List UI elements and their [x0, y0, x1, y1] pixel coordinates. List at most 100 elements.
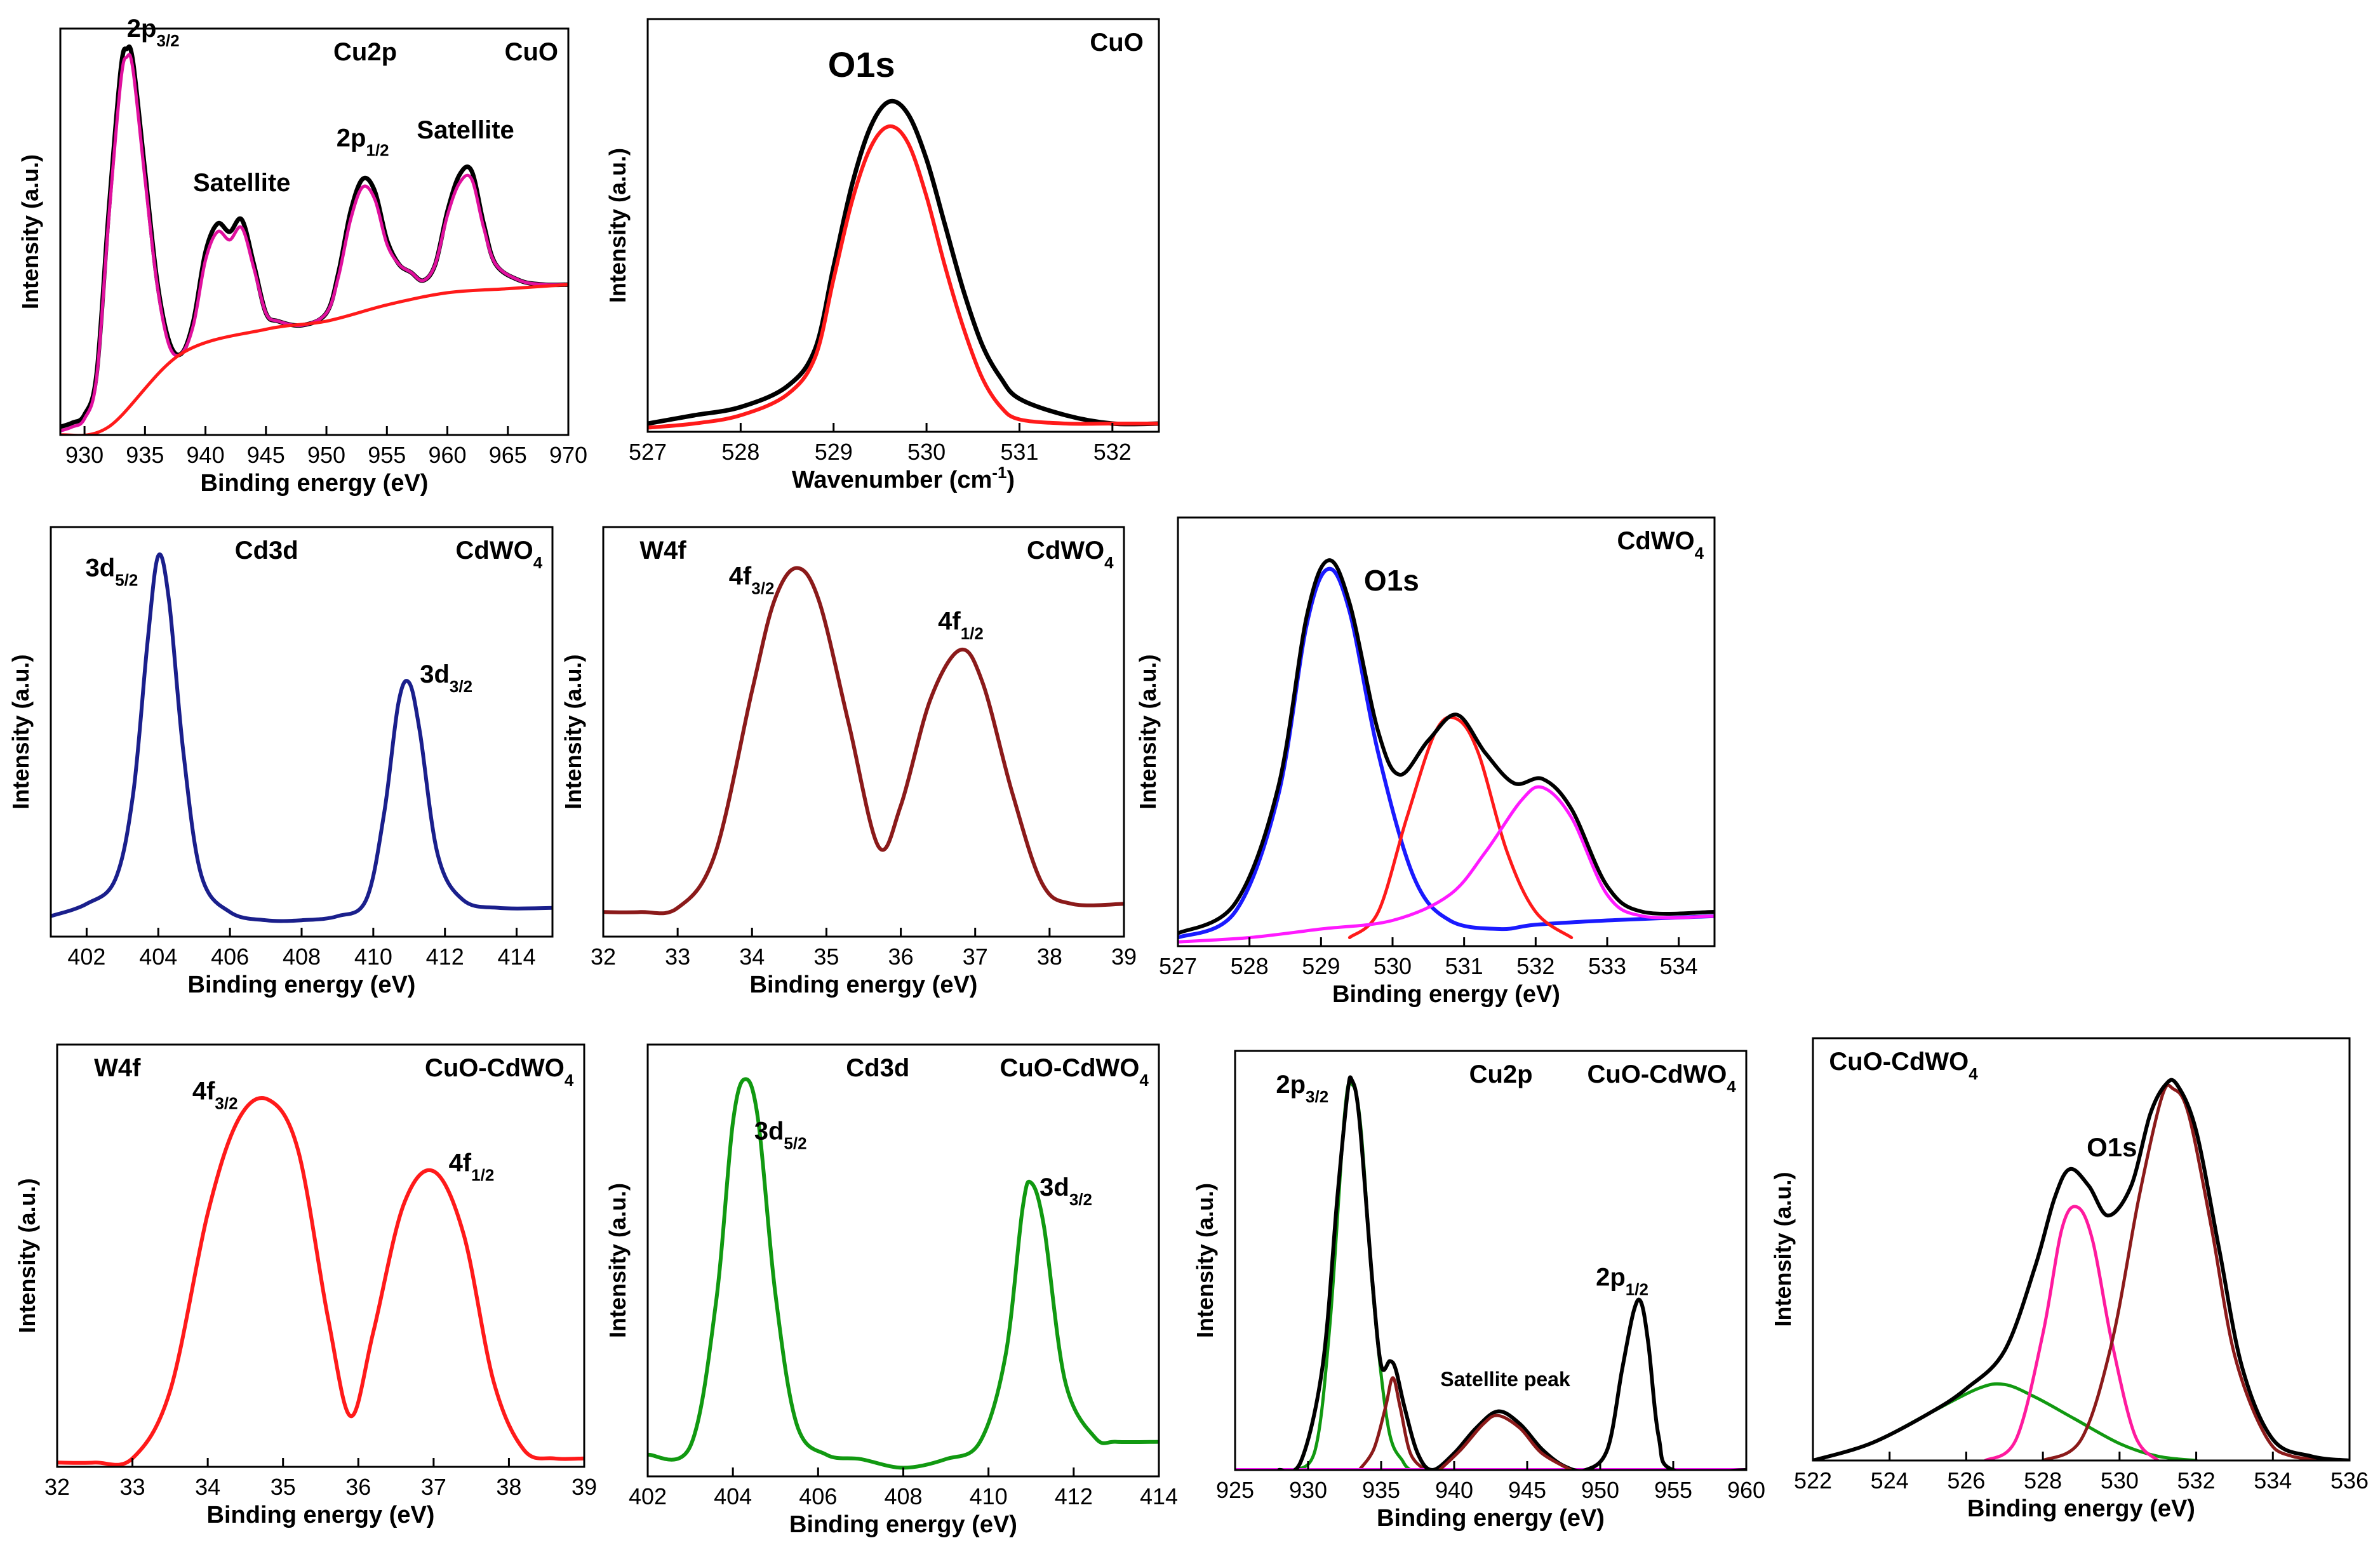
peak-annotation: 3d5/2	[754, 1118, 807, 1153]
plot-frame	[602, 526, 1125, 938]
x-tick-label: 532	[2177, 1467, 2216, 1494]
peak-annotation: 2p1/2	[1596, 1264, 1648, 1299]
x-tick-label: 32	[591, 944, 616, 970]
x-tick-label: 34	[739, 944, 765, 970]
series-line-1	[603, 566, 1124, 916]
peak-annotation: O1s	[1364, 564, 1419, 597]
x-tick-label: 35	[813, 944, 839, 970]
series-line-2	[1984, 1205, 2160, 1460]
series-line-2	[1358, 1376, 1427, 1470]
x-tick-label: 404	[139, 944, 177, 970]
x-tick-label: 527	[1159, 953, 1197, 979]
x-tick-label: 536	[2330, 1467, 2369, 1494]
x-tick-label: 37	[421, 1474, 446, 1500]
peak-annotation: 2p3/2	[1276, 1071, 1328, 1106]
panel-title: Cu2p	[333, 38, 397, 66]
x-tick-label: 402	[629, 1483, 667, 1509]
y-axis-label: Intensity (a.u.)	[1192, 1183, 1218, 1338]
x-tick-label: 414	[498, 944, 536, 970]
x-axis-label: Binding energy (eV)	[207, 1502, 435, 1528]
x-tick-label: 955	[1654, 1477, 1692, 1503]
x-tick-label: 940	[187, 442, 225, 468]
x-axis-label: Binding energy (eV)	[750, 972, 978, 998]
chart-panel-5: 527 528 529 530 531 532 533 534 Binding energy (…	[1135, 516, 1716, 1008]
plot-frame	[1234, 1050, 1748, 1471]
x-tick-label: 522	[1794, 1467, 1832, 1494]
plot-frame	[1812, 1037, 2351, 1462]
x-tick-label: 925	[1216, 1477, 1254, 1503]
x-tick-label: 33	[665, 944, 690, 970]
panel-title: W4f	[639, 537, 686, 565]
sample-label: CuO	[505, 38, 558, 66]
peak-annotation: 4f3/2	[192, 1077, 238, 1113]
x-tick-label: 33	[120, 1474, 145, 1500]
plot-frame	[56, 1043, 585, 1468]
plot-frame	[59, 27, 570, 436]
series-line-1	[648, 1077, 1159, 1470]
x-tick-label: 38	[496, 1474, 521, 1500]
series-line-4	[1277, 1075, 1746, 1470]
series-line-3	[1178, 785, 1715, 944]
series-line-3	[60, 283, 568, 435]
chart-panel-8: 925 930 935 940 945 950 955 960 Binding energy (…	[1192, 1050, 1765, 1532]
x-tick-label: 955	[368, 442, 406, 468]
x-tick-label: 39	[1111, 944, 1137, 970]
x-axis-label: Binding energy (eV)	[1332, 981, 1560, 1008]
chart-panel-2: 527 528 529 530 531 532 Wavenumber (cm-1) Inten…	[605, 18, 1160, 493]
x-tick-label: 935	[126, 442, 164, 468]
x-tick-label: 960	[1727, 1477, 1765, 1503]
y-axis-label: Intensity (a.u.)	[1770, 1172, 1796, 1327]
x-tick-label: 408	[283, 944, 321, 970]
x-tick-label: 534	[1660, 953, 1698, 979]
x-tick-label: 530	[2101, 1467, 2139, 1494]
series-line-2	[60, 53, 568, 433]
x-tick-label: 404	[714, 1483, 752, 1509]
peak-annotation: 3d3/2	[420, 660, 472, 696]
peak-annotation: O1s	[828, 44, 895, 84]
x-tick-label: 940	[1435, 1477, 1473, 1503]
x-tick-label: 529	[815, 439, 853, 465]
x-tick-label: 534	[2254, 1467, 2292, 1494]
series-line-5	[1438, 1414, 1573, 1470]
peak-annotation: 4f3/2	[729, 562, 775, 598]
x-tick-label: 410	[970, 1483, 1008, 1509]
x-tick-label: 412	[426, 944, 464, 970]
y-axis-label: Intensity (a.u.)	[560, 654, 586, 809]
peak-annotation: 2p1/2	[337, 124, 389, 160]
plot-frame	[646, 1043, 1160, 1478]
series-line-4	[1813, 1078, 2350, 1460]
sample-label: CuO-CdWO4	[425, 1054, 574, 1090]
y-axis-label: Intensity (a.u.)	[17, 154, 43, 309]
x-tick-label: 406	[211, 944, 249, 970]
x-tick-label: 38	[1037, 944, 1062, 970]
series-line-2	[648, 124, 1159, 430]
x-axis-label: Binding energy (eV)	[1377, 1505, 1605, 1532]
x-tick-label: 528	[721, 439, 759, 465]
x-tick-label: 39	[572, 1474, 597, 1500]
series-line-1	[1813, 1382, 2198, 1460]
panel-title: Cd3d	[235, 537, 298, 565]
x-tick-label: 35	[271, 1474, 296, 1500]
x-tick-label: 960	[428, 442, 466, 468]
x-tick-label: 950	[307, 442, 345, 468]
peak-annotation: Satellite	[193, 169, 290, 197]
x-tick-label: 532	[1516, 953, 1554, 979]
panel-title: Cu2p	[1469, 1060, 1533, 1088]
y-axis-label: Intensity (a.u.)	[8, 654, 34, 809]
x-tick-label: 410	[354, 944, 392, 970]
peak-annotation: 4f1/2	[449, 1149, 495, 1185]
x-tick-label: 402	[67, 944, 105, 970]
x-tick-label: 945	[1508, 1477, 1546, 1503]
x-tick-label: 412	[1055, 1483, 1093, 1509]
sample-label: CdWO4	[1617, 527, 1704, 563]
x-tick-label: 950	[1581, 1477, 1619, 1503]
x-tick-label: 531	[1445, 953, 1483, 979]
peak-annotation: Satellite	[417, 116, 514, 144]
x-tick-label: 526	[1947, 1467, 1985, 1494]
x-tick-label: 528	[1231, 953, 1269, 979]
x-tick-label: 406	[799, 1483, 837, 1509]
x-tick-label: 935	[1362, 1477, 1400, 1503]
x-tick-label: 37	[963, 944, 988, 970]
sample-label: CuO-CdWO4	[1587, 1060, 1736, 1096]
